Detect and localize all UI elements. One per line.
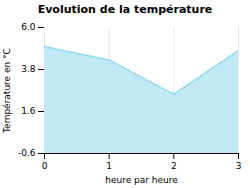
svg-text:6.0: 6.0 <box>21 22 36 32</box>
svg-text:1.6: 1.6 <box>21 106 36 116</box>
svg-text:3.8: 3.8 <box>21 64 36 74</box>
svg-text:-0.6: -0.6 <box>18 148 36 158</box>
html-text:Evolution de la température: Evolution de la température <box>37 3 213 16</box>
svg-text:2: 2 <box>171 161 177 171</box>
svg-text:Température en °C: Température en °C <box>2 48 12 134</box>
svg-text:heure par heure: heure par heure <box>105 175 178 185</box>
svg-text:0: 0 <box>42 161 48 171</box>
svg-text:1: 1 <box>106 161 112 171</box>
svg-text:3: 3 <box>236 161 242 171</box>
